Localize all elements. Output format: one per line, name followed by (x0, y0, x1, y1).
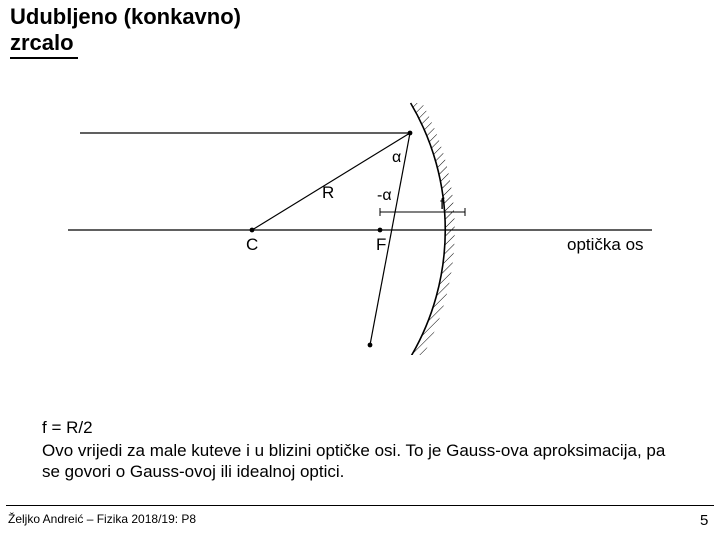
title-underline (10, 57, 78, 59)
label-negalpha: -α (377, 187, 392, 204)
point-F (378, 228, 383, 233)
mirror-diagram: α R -α f C F optička os (60, 95, 660, 355)
radius-line (252, 133, 410, 230)
explanation-text: Ovo vrijedi za male kuteve i u blizini o… (42, 440, 682, 482)
footer-line (6, 505, 714, 506)
label-axis: optička os (567, 235, 644, 254)
label-C: C (246, 235, 258, 254)
formula-text: f = R/2 (42, 418, 93, 438)
slide-title-line1: Udubljeno (konkavno) (10, 4, 241, 30)
point-hit (408, 131, 413, 136)
point-bottom (368, 343, 373, 348)
label-F: F (376, 235, 386, 254)
point-C (250, 228, 255, 233)
page-number: 5 (700, 512, 708, 529)
slide-title-line2: zrcalo (10, 30, 74, 56)
label-alpha: α (392, 149, 401, 166)
footer-author: Željko Andreić – Fizika 2018/19: P8 (8, 512, 196, 526)
mirror-hatching (390, 95, 490, 355)
label-f: f (440, 196, 445, 213)
label-R: R (322, 183, 334, 202)
mirror-arc (411, 103, 446, 355)
